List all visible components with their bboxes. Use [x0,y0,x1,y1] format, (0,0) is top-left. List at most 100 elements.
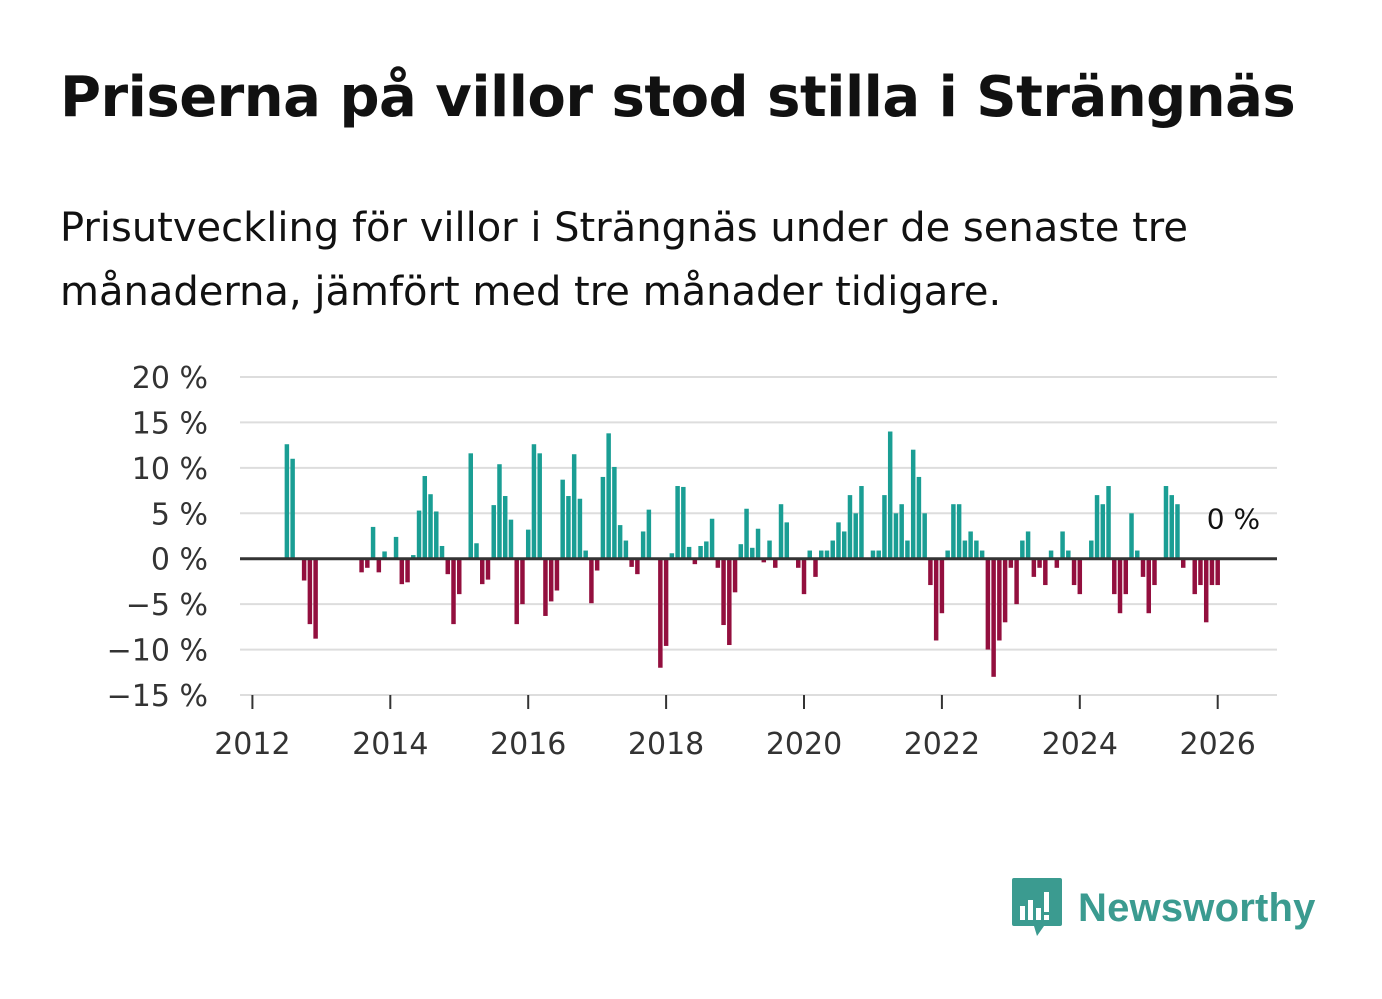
bar [290,458,295,559]
bar [922,513,927,559]
x-tick-label: 2020 [766,727,842,762]
bar [537,453,542,559]
bar [543,558,548,616]
bar [640,531,646,559]
bar [951,504,956,559]
y-tick-label: −15 % [107,679,208,714]
bar [284,444,290,559]
bar [370,526,376,559]
latest-value-label: 0 % [1207,503,1260,536]
bar [692,558,698,565]
y-axis: 20 % 15 % 10 % 5 % 0 % −5 % −10 % −15 % [107,361,208,714]
bar [1152,558,1157,586]
bar [474,543,479,559]
bars [284,431,1220,677]
x-tick-label: 2012 [214,727,290,762]
x-axis: 2012 2014 2016 2018 2020 2022 2024 2026 [214,695,1256,762]
bar [577,498,583,559]
bar [681,486,686,559]
bar [715,558,721,568]
bar [566,496,571,559]
bar [882,495,887,559]
bar [554,558,560,591]
bar [847,495,853,559]
bar [445,558,451,575]
bar [1180,558,1186,568]
bar [933,558,939,641]
bar [778,504,784,559]
bar [1020,540,1025,559]
bar [1048,550,1054,559]
bar [359,558,364,573]
bar [916,476,922,559]
bar [468,453,473,559]
bar [612,466,617,559]
bar [899,504,904,559]
x-tick-label: 2026 [1180,727,1256,762]
bar [1117,558,1123,614]
bar [698,545,703,559]
bar [784,522,790,559]
bar [393,536,399,559]
bar [1215,558,1220,586]
bar [531,444,537,559]
bar [583,550,588,559]
bar [457,558,462,595]
chart-subtitle: Prisutveckling för villor i Strängnäs un… [60,205,1188,315]
y-tick-label: 10 % [132,452,208,487]
bar [801,558,807,595]
bar [1209,558,1215,586]
bar [761,558,767,563]
bar [796,558,801,568]
bar [451,558,456,625]
bar [508,519,514,559]
bar [1100,504,1106,559]
bar [997,558,1002,641]
bar [669,553,675,559]
bar [853,513,858,559]
bar [1066,550,1071,559]
x-tick-label: 2024 [1042,727,1118,762]
bar [876,550,881,559]
bar [1163,486,1169,559]
bar [376,558,382,573]
bar [1175,504,1180,559]
bar [939,558,945,614]
bar [629,558,634,567]
y-tick-label: 15 % [132,406,208,441]
bar [497,464,502,559]
bar [658,558,663,668]
bar [887,431,893,559]
bar [514,558,519,625]
bar [870,550,876,559]
bar [910,449,916,559]
bar [480,558,485,585]
bar [979,550,985,559]
bar [439,545,445,559]
bar [750,547,755,559]
bar [1071,558,1077,586]
bar [571,454,577,559]
bar [623,540,629,559]
bar [617,525,623,559]
bar [1112,558,1117,595]
x-tick-label: 2014 [352,727,428,762]
bar [893,513,899,559]
bar [485,558,491,580]
bar [675,486,680,559]
bar [635,558,640,575]
bar [985,558,991,650]
bar [738,544,744,559]
bar [1106,486,1111,559]
bar [491,505,496,559]
newsworthy-icon [1012,878,1062,936]
y-tick-label: −10 % [107,634,208,669]
newsworthy-logo: Newsworthy [1010,876,1316,940]
bar [594,558,600,571]
bar [905,540,910,559]
bar [1060,531,1065,559]
x-tick-label: 2016 [490,727,566,762]
bar [767,540,772,559]
y-tick-label: 5 % [151,497,208,532]
bar [365,558,370,568]
